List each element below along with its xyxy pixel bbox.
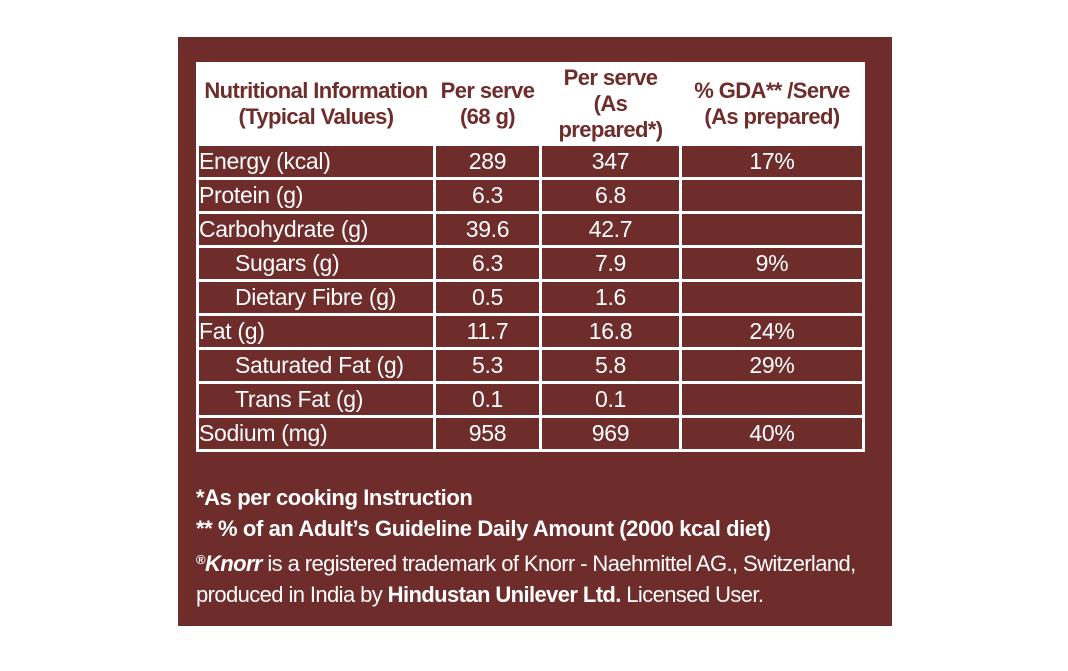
as-prepared-value: 7.9 [539, 245, 682, 282]
row-label: Sodium (mg) [196, 415, 436, 452]
per-serve-value: 0.1 [433, 381, 542, 418]
per-serve-value: 958 [433, 415, 542, 452]
produced-prefix: produced in India by [196, 582, 388, 607]
per-serve-value: 39.6 [433, 211, 542, 248]
table-row: Sodium (mg) 958 969 40% [196, 415, 865, 452]
as-prepared-value: 42.7 [539, 211, 682, 248]
table-row: Energy (kcal) 289 347 17% [196, 143, 865, 180]
gda-value [679, 381, 865, 418]
footnotes: *As per cooking Instruction ** % of an A… [196, 482, 886, 610]
table-row: Dietary Fibre (g) 0.5 1.6 [196, 279, 865, 316]
footnote-gda: ** % of an Adult’s Guideline Daily Amoun… [196, 516, 771, 541]
gda-value: 24% [679, 313, 865, 350]
row-label: Trans Fat (g) [196, 381, 436, 418]
row-label: Dietary Fibre (g) [196, 279, 436, 316]
header-nutrient: Nutritional Information (Typical Values) [196, 62, 436, 146]
gda-value: 17% [679, 143, 865, 180]
footnote-producer: produced in India by Hindustan Unilever … [196, 579, 886, 610]
header-gda: % GDA** /Serve (As prepared) [679, 62, 865, 146]
footnote-trademark: ®Knorr is a registered trademark of Knor… [196, 544, 886, 579]
gda-value: 29% [679, 347, 865, 384]
gda-value [679, 279, 865, 316]
as-prepared-value: 1.6 [539, 279, 682, 316]
row-label: Sugars (g) [196, 245, 436, 282]
brand-name: Knorr [204, 551, 262, 576]
header-as-prepared: Per serve (As prepared*) [539, 62, 682, 146]
registered-mark: ® [196, 552, 206, 567]
per-serve-value: 0.5 [433, 279, 542, 316]
table-row: Saturated Fat (g) 5.3 5.8 29% [196, 347, 865, 384]
row-label: Carbohydrate (g) [196, 211, 436, 248]
table-row: Sugars (g) 6.3 7.9 9% [196, 245, 865, 282]
per-serve-value: 5.3 [433, 347, 542, 384]
produced-suffix: Licensed User. [620, 582, 764, 607]
header-per-serve: Per serve (68 g) [433, 62, 542, 146]
gda-value [679, 177, 865, 214]
table-row: Trans Fat (g) 0.1 0.1 [196, 381, 865, 418]
row-label: Protein (g) [196, 177, 436, 214]
as-prepared-value: 969 [539, 415, 682, 452]
trademark-text: is a registered trademark of Knorr - Nae… [261, 551, 856, 576]
row-label: Energy (kcal) [196, 143, 436, 180]
gda-value: 9% [679, 245, 865, 282]
row-label: Saturated Fat (g) [196, 347, 436, 384]
per-serve-value: 11.7 [433, 313, 542, 350]
table-row: Fat (g) 11.7 16.8 24% [196, 313, 865, 350]
table-row: Carbohydrate (g) 39.6 42.7 [196, 211, 865, 248]
as-prepared-value: 16.8 [539, 313, 682, 350]
per-serve-value: 6.3 [433, 245, 542, 282]
as-prepared-value: 347 [539, 143, 682, 180]
as-prepared-value: 6.8 [539, 177, 682, 214]
footnote-cooking: *As per cooking Instruction [196, 485, 473, 510]
table-header-row: Nutritional Information (Typical Values) … [196, 62, 865, 146]
company-name: Hindustan Unilever Ltd. [387, 582, 622, 607]
gda-value: 40% [679, 415, 865, 452]
per-serve-value: 6.3 [433, 177, 542, 214]
as-prepared-value: 5.8 [539, 347, 682, 384]
nutrition-table: Nutritional Information (Typical Values) … [196, 62, 865, 452]
per-serve-value: 289 [433, 143, 542, 180]
row-label: Fat (g) [196, 313, 436, 350]
gda-value [679, 211, 865, 248]
table-row: Protein (g) 6.3 6.8 [196, 177, 865, 214]
as-prepared-value: 0.1 [539, 381, 682, 418]
